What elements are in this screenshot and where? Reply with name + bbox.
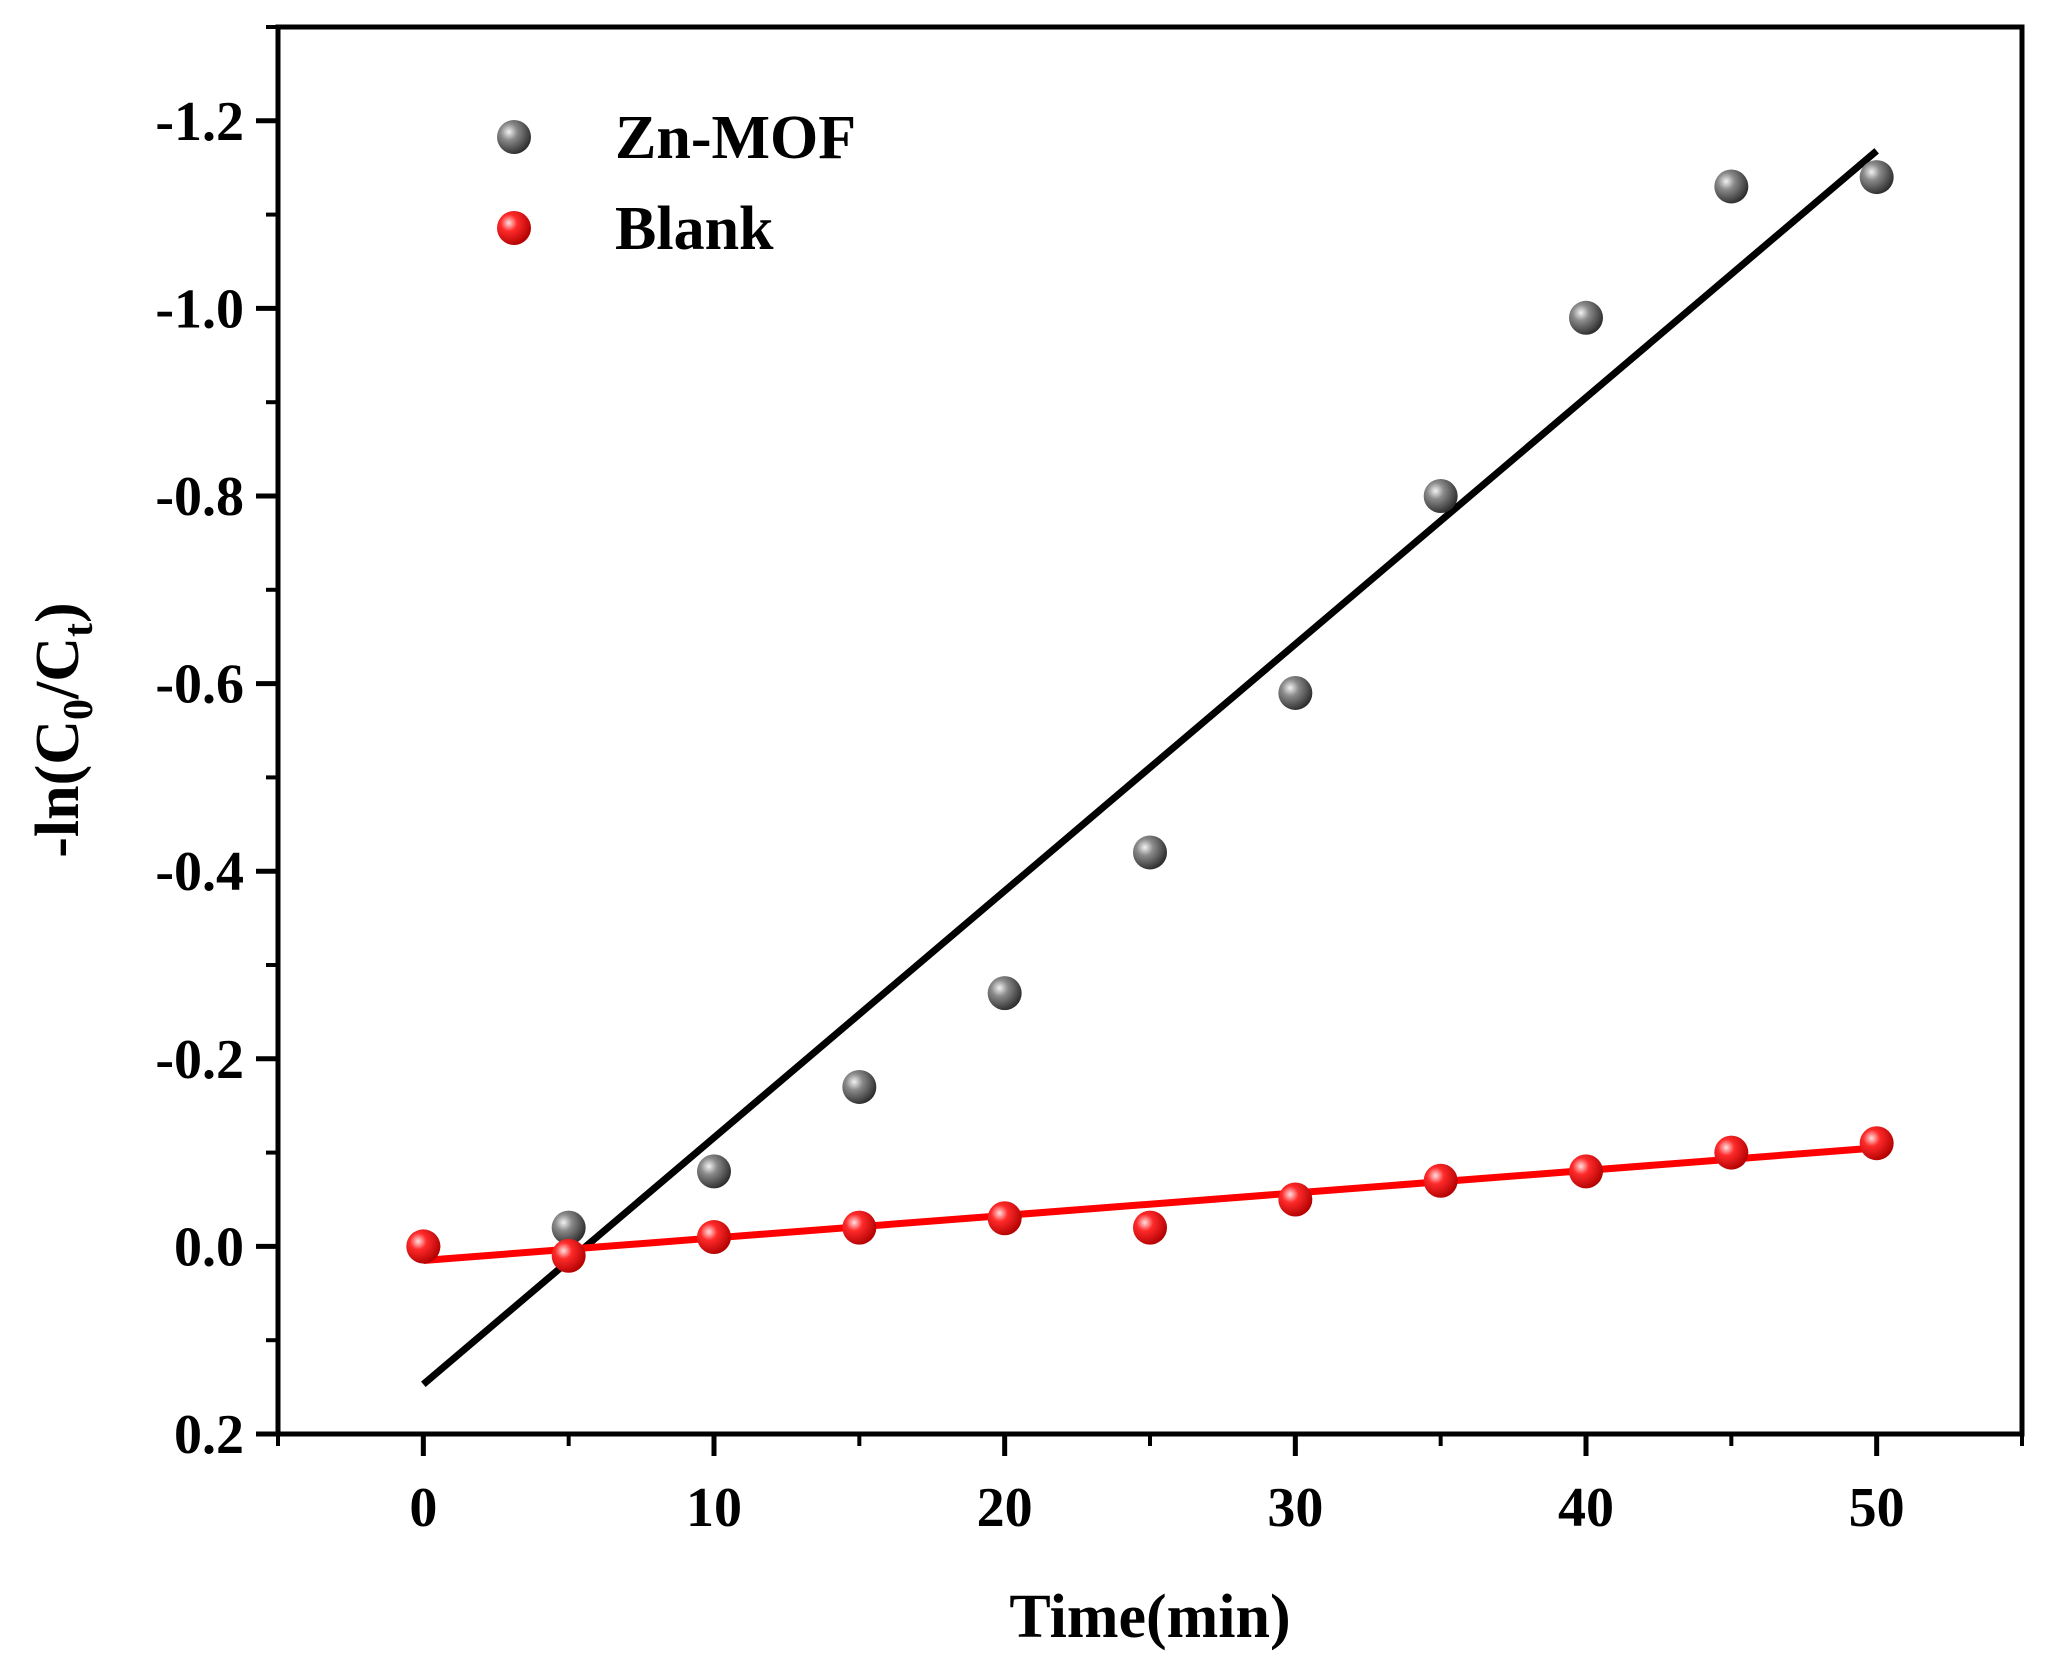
x-tick-label: 20: [977, 1477, 1033, 1539]
axis-ticks: [256, 25, 2024, 1456]
data-point-blank: [1569, 1154, 1603, 1189]
legend-marker-blank: [497, 211, 531, 245]
y-tick-label: -0.2: [155, 1029, 244, 1091]
legend-label-zn-mof: Zn-MOF: [615, 104, 856, 172]
data-point-blank: [697, 1220, 731, 1255]
y-tick-label: -1.2: [155, 91, 244, 153]
y-tick-label: -0.8: [155, 466, 244, 528]
x-tick-labels: 0 10 20 30 40 50: [409, 1477, 1904, 1539]
fit-lines: [421, 148, 1879, 1387]
x-tick-label: 40: [1558, 1477, 1614, 1539]
data-point-blank: [1278, 1182, 1313, 1217]
data-point-zn-mof: [842, 1069, 877, 1104]
x-tick-label: 0: [409, 1477, 437, 1539]
y-tick-labels: 0.2 0.0 -0.2 -0.4 -0.6 -0.8 -1.0 -1.2: [155, 91, 244, 1466]
data-point-blank: [551, 1238, 586, 1273]
data-point-zn-mof: [1859, 160, 1894, 195]
data-point-blank: [406, 1229, 441, 1264]
y-tick-label: -0.4: [155, 841, 244, 903]
data-point-zn-mof: [1423, 479, 1458, 513]
y-axis-title: -ln(C0/Ct): [24, 602, 102, 857]
data-point-zn-mof: [1133, 835, 1167, 870]
legend-marker-zn-mof: [497, 120, 531, 154]
data-point-blank: [1859, 1126, 1894, 1161]
data-point-blank: [1133, 1210, 1167, 1245]
data-point-blank: [1714, 1135, 1749, 1170]
legend-label-blank: Blank: [615, 195, 774, 263]
legend: Zn-MOF Blank: [497, 104, 856, 263]
data-point-zn-mof: [987, 976, 1022, 1011]
data-point-zn-mof: [697, 1154, 731, 1189]
data-point-blank: [842, 1210, 877, 1245]
data-point-blank: [987, 1201, 1022, 1236]
y-tick-label: 0.2: [174, 1404, 244, 1466]
data-point-zn-mof: [551, 1210, 586, 1245]
x-tick-label: 50: [1849, 1477, 1905, 1539]
y-tick-label: -1.0: [155, 278, 244, 340]
x-tick-label: 10: [686, 1477, 742, 1539]
data-point-zn-mof: [1278, 675, 1313, 710]
data-point-blank: [1423, 1163, 1458, 1198]
y-tick-label: 0.0: [174, 1216, 244, 1278]
y-tick-label: -0.6: [155, 654, 244, 716]
x-axis-title: Time(min): [1009, 1583, 1290, 1651]
fit-line-blank: [423, 1144, 1877, 1264]
data-point-zn-mof: [1569, 300, 1603, 335]
x-tick-label: 30: [1267, 1477, 1323, 1539]
data-point-zn-mof: [1714, 169, 1749, 204]
fit-line-zn-mof: [421, 148, 1879, 1387]
data-points: [406, 160, 1894, 1273]
